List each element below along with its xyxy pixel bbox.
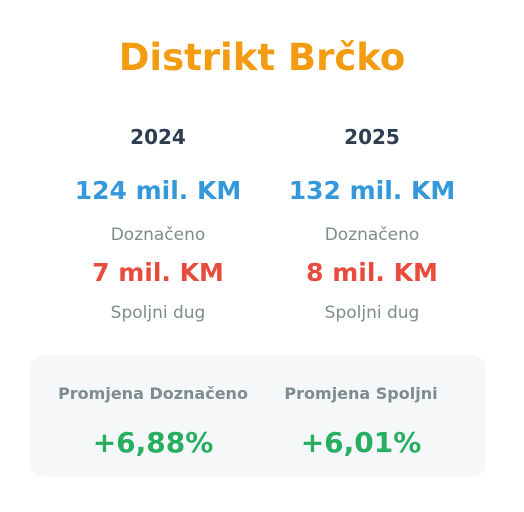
year-column-2024: 2024 124 mil. KM Doznačeno 7 mil. KM Spo… xyxy=(38,120,278,328)
debt-change-label: Promjena Spoljni xyxy=(284,384,438,403)
budget-amount: 124 mil. KM xyxy=(74,176,242,205)
page-title: Distrikt Brčko xyxy=(118,36,406,79)
budget-amount: 132 mil. KM xyxy=(288,176,456,205)
debt-label: Spoljni dug xyxy=(110,303,206,323)
debt-change: Promjena Spoljni +6,01% xyxy=(256,377,466,463)
year-label: 2025 xyxy=(344,125,400,149)
budget-change-label: Promjena Doznačeno xyxy=(58,384,248,403)
debt-amount: 8 mil. KM xyxy=(306,258,438,287)
debt-label: Spoljni dug xyxy=(324,303,420,323)
year-label: 2024 xyxy=(130,125,186,149)
budget-change: Promjena Doznačeno +6,88% xyxy=(48,377,258,463)
change-summary-panel: Promjena Doznačeno +6,88% Promjena Spolj… xyxy=(30,355,486,477)
debt-amount: 7 mil. KM xyxy=(92,258,224,287)
budget-change-value: +6,88% xyxy=(92,426,214,459)
budget-label: Doznačeno xyxy=(110,225,206,245)
year-column-2025: 2025 132 mil. KM Doznačeno 8 mil. KM Spo… xyxy=(252,120,492,328)
budget-label: Doznačeno xyxy=(324,225,420,245)
debt-change-value: +6,01% xyxy=(300,426,422,459)
